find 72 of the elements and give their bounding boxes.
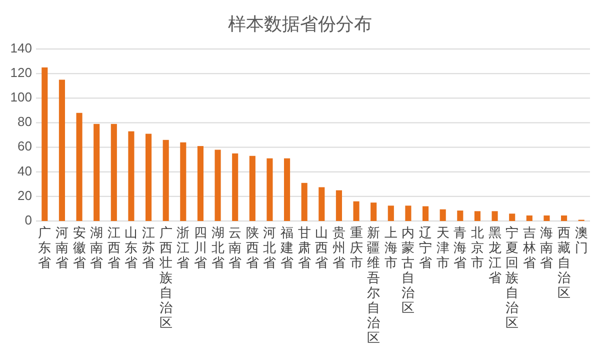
y-tick-label: 80 — [18, 114, 32, 130]
bar — [42, 67, 48, 221]
x-tick-label: 江西省 — [107, 225, 120, 270]
bar — [58, 80, 65, 221]
x-tick-label: 云南省 — [228, 225, 242, 270]
x-tick-label: 吉林省 — [522, 225, 536, 270]
bar — [110, 124, 117, 221]
x-tick-label: 山西省 — [315, 225, 328, 270]
x-tick-label: 辽宁省 — [419, 225, 432, 270]
bar — [232, 153, 238, 221]
x-tick-label: 广西壮族自治区 — [158, 225, 172, 330]
bar — [318, 187, 325, 221]
bar — [422, 206, 429, 221]
bar — [76, 112, 82, 221]
x-tick-label: 陕西省 — [246, 225, 259, 270]
x-tick-label: 北京市 — [470, 225, 484, 270]
x-tick-label: 西藏自治区 — [558, 225, 571, 300]
x-tick-label: 甘肃省 — [298, 225, 311, 270]
x-tick-label: 河南省 — [55, 225, 68, 270]
bar — [474, 211, 480, 221]
x-tick-label: 青海省 — [454, 225, 467, 270]
x-tick-label: 宁夏回族自治区 — [506, 225, 519, 330]
y-tick-label: 140 — [10, 40, 32, 56]
chart-title: 样本数据省份分布 — [228, 14, 372, 34]
bar — [94, 124, 100, 221]
x-tick-label: 四川省 — [194, 225, 207, 270]
bar — [509, 214, 516, 221]
bar — [266, 158, 273, 221]
y-tick-label: 100 — [10, 90, 32, 105]
bar — [197, 146, 204, 221]
bar — [405, 206, 412, 221]
x-tick-label: 河北省 — [263, 225, 276, 270]
x-tick-label: 贵州省 — [332, 225, 346, 270]
x-tick-label: 广东省 — [38, 225, 52, 270]
y-tick-label: 20 — [18, 188, 32, 203]
x-tick-label: 重庆市 — [350, 225, 363, 270]
y-tick-label: 60 — [18, 138, 32, 154]
x-tick-label: 黑龙江省 — [488, 225, 502, 285]
y-tick-label: 40 — [18, 163, 32, 178]
x-tick-label: 山东省 — [124, 225, 138, 270]
bar — [457, 210, 464, 221]
x-tick-label: 福建省 — [280, 225, 294, 270]
bar — [388, 206, 394, 221]
bar — [526, 215, 532, 221]
x-tick-label: 内蒙古自治区 — [402, 225, 415, 315]
bar — [162, 140, 169, 221]
x-tick-label: 湖北省 — [211, 225, 224, 270]
x-tick-label: 天津市 — [436, 225, 450, 270]
bar — [249, 156, 256, 221]
bar — [146, 134, 152, 221]
bar — [284, 158, 290, 221]
bar — [301, 182, 308, 221]
bar — [214, 150, 221, 221]
y-tick-label: 120 — [10, 65, 32, 80]
x-tick-label: 浙江省 — [176, 225, 190, 270]
y-tick-label: 0 — [24, 212, 32, 228]
bar — [128, 131, 134, 221]
bar — [180, 142, 186, 221]
bar — [561, 215, 568, 221]
x-tick-label: 新疆维吾尔自治区 — [367, 225, 380, 345]
bar — [492, 211, 498, 221]
bar — [336, 190, 342, 221]
bar — [544, 215, 550, 221]
bar — [370, 202, 377, 221]
bar — [440, 209, 446, 221]
x-tick-label: 安徽省 — [72, 225, 86, 270]
x-tick-label: 湖南省 — [90, 225, 104, 270]
x-tick-label: 澳门 — [574, 225, 588, 255]
x-tick-label: 上海市 — [384, 225, 398, 270]
x-tick-label: 海南省 — [540, 225, 554, 270]
bar — [353, 201, 360, 221]
x-tick-label: 江苏省 — [142, 225, 156, 270]
